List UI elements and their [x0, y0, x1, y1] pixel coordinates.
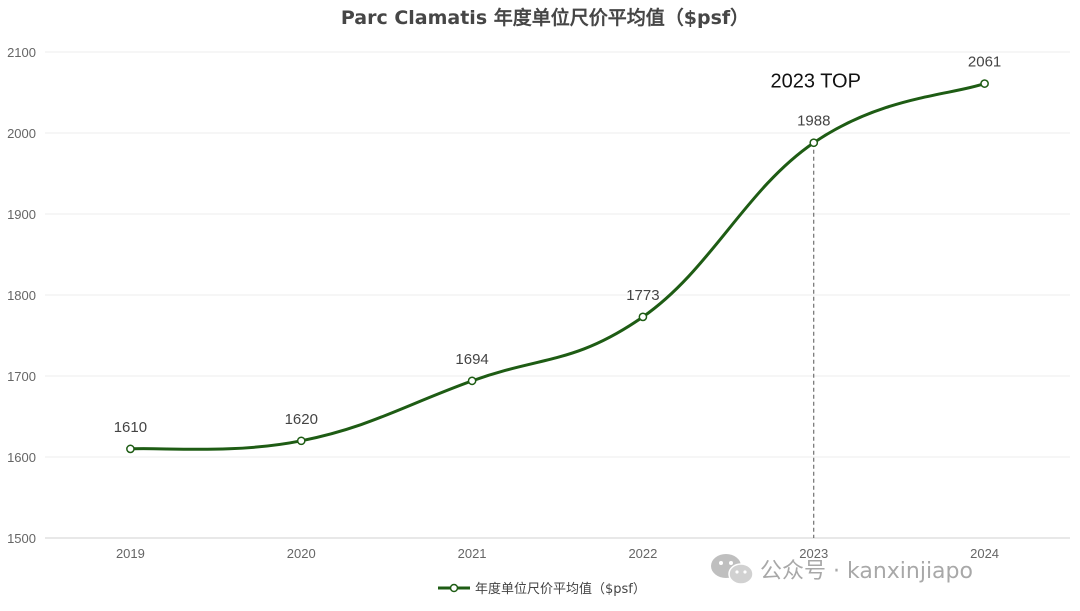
- x-tick-label: 2023: [799, 546, 828, 561]
- data-label: 1610: [114, 419, 147, 436]
- series-line: [128, 82, 987, 451]
- grid-lines: [45, 51, 1070, 539]
- y-tick-label: 1600: [7, 450, 36, 465]
- data-point[interactable]: [638, 312, 648, 322]
- data-point[interactable]: [126, 444, 135, 454]
- data-point[interactable]: [809, 138, 819, 148]
- annotation-label: 2023 TOP: [771, 71, 861, 93]
- legend[interactable]: 年度单位尺价平均值（$psf）: [438, 581, 646, 597]
- watermark: 公众号 · kanxinjiapo: [711, 554, 973, 585]
- x-tick-label: 2024: [970, 546, 999, 561]
- data-labels: 1610 1620 1694 1773 1988 2061: [114, 54, 1002, 436]
- data-label: 1694: [455, 351, 488, 368]
- y-tick-label: 1700: [7, 369, 36, 384]
- y-tick-label: 1500: [7, 531, 36, 546]
- data-label: 2061: [968, 54, 1001, 71]
- y-tick-label: 2100: [7, 45, 36, 60]
- x-axis: 2019 2020 2021 2022 2023 2024: [116, 546, 999, 561]
- wechat-icon: [711, 554, 754, 585]
- watermark-text: 公众号 · kanxinjiapo: [760, 559, 973, 584]
- chart-title: Parc Clamatis 年度单位尺价平均值（$psf）: [341, 6, 749, 29]
- data-point[interactable]: [980, 79, 989, 88]
- data-point[interactable]: [296, 436, 306, 446]
- data-label: 1988: [797, 113, 830, 130]
- annotation: 2023 TOP: [771, 71, 861, 538]
- data-label: 1773: [626, 287, 659, 304]
- y-tick-label: 2000: [7, 126, 36, 141]
- x-tick-label: 2019: [116, 546, 145, 561]
- y-tick-label: 1900: [7, 207, 36, 222]
- data-point[interactable]: [467, 376, 477, 386]
- y-axis: 1500 1600 1700 1800 1900 2000 2100: [7, 45, 36, 546]
- series-layer: [126, 79, 989, 454]
- legend-label: 年度单位尺价平均值（$psf）: [475, 581, 646, 597]
- x-tick-label: 2021: [458, 546, 487, 561]
- y-tick-label: 1800: [7, 288, 36, 303]
- x-tick-label: 2020: [287, 546, 316, 561]
- legend-swatch-marker: [449, 583, 459, 593]
- data-label: 1620: [285, 411, 318, 428]
- x-tick-label: 2022: [628, 546, 657, 561]
